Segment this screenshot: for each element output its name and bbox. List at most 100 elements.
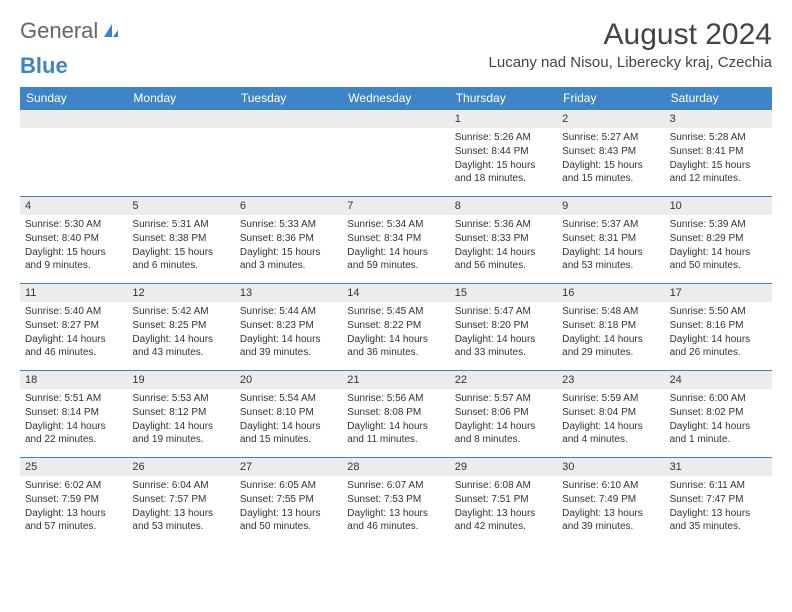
day-body: Sunrise: 6:04 AMSunset: 7:57 PMDaylight:… — [127, 476, 234, 538]
day-number: 7 — [342, 197, 449, 215]
day-number: 17 — [665, 284, 772, 302]
day-body: Sunrise: 5:31 AMSunset: 8:38 PMDaylight:… — [127, 215, 234, 277]
sunrise-text: Sunrise: 5:59 AM — [562, 392, 659, 405]
daylight-text: Daylight: 14 hours and 29 minutes. — [562, 333, 659, 359]
day-body: Sunrise: 6:05 AMSunset: 7:55 PMDaylight:… — [235, 476, 342, 538]
calendar-day: 11Sunrise: 5:40 AMSunset: 8:27 PMDayligh… — [20, 284, 127, 370]
day-body: Sunrise: 5:28 AMSunset: 8:41 PMDaylight:… — [665, 128, 772, 190]
sunset-text: Sunset: 7:59 PM — [25, 493, 122, 506]
sunset-text: Sunset: 7:57 PM — [132, 493, 229, 506]
day-number: 15 — [450, 284, 557, 302]
day-body: Sunrise: 5:26 AMSunset: 8:44 PMDaylight:… — [450, 128, 557, 190]
calendar-day: 27Sunrise: 6:05 AMSunset: 7:55 PMDayligh… — [235, 458, 342, 544]
weekday-header: Friday — [557, 87, 664, 109]
calendar-day — [235, 110, 342, 196]
day-body: Sunrise: 5:50 AMSunset: 8:16 PMDaylight:… — [665, 302, 772, 364]
daylight-text: Daylight: 14 hours and 50 minutes. — [670, 246, 767, 272]
day-number: 29 — [450, 458, 557, 476]
day-body: Sunrise: 6:00 AMSunset: 8:02 PMDaylight:… — [665, 389, 772, 451]
day-number: 31 — [665, 458, 772, 476]
sunrise-text: Sunrise: 5:34 AM — [347, 218, 444, 231]
sunrise-text: Sunrise: 5:30 AM — [25, 218, 122, 231]
logo-text-blue: Blue — [20, 53, 68, 79]
day-body: Sunrise: 5:51 AMSunset: 8:14 PMDaylight:… — [20, 389, 127, 451]
day-body: Sunrise: 5:37 AMSunset: 8:31 PMDaylight:… — [557, 215, 664, 277]
sunrise-text: Sunrise: 5:57 AM — [455, 392, 552, 405]
day-number: 4 — [20, 197, 127, 215]
day-number: 14 — [342, 284, 449, 302]
month-title: August 2024 — [489, 18, 772, 52]
daylight-text: Daylight: 13 hours and 50 minutes. — [240, 507, 337, 533]
day-number — [127, 110, 234, 128]
daylight-text: Daylight: 13 hours and 39 minutes. — [562, 507, 659, 533]
day-body: Sunrise: 6:10 AMSunset: 7:49 PMDaylight:… — [557, 476, 664, 538]
calendar-day: 25Sunrise: 6:02 AMSunset: 7:59 PMDayligh… — [20, 458, 127, 544]
daylight-text: Daylight: 14 hours and 1 minute. — [670, 420, 767, 446]
sunrise-text: Sunrise: 5:47 AM — [455, 305, 552, 318]
day-number: 21 — [342, 371, 449, 389]
daylight-text: Daylight: 13 hours and 53 minutes. — [132, 507, 229, 533]
calendar: SundayMondayTuesdayWednesdayThursdayFrid… — [20, 87, 772, 544]
day-number: 12 — [127, 284, 234, 302]
sunset-text: Sunset: 8:06 PM — [455, 406, 552, 419]
day-body: Sunrise: 6:07 AMSunset: 7:53 PMDaylight:… — [342, 476, 449, 538]
sunset-text: Sunset: 8:04 PM — [562, 406, 659, 419]
sunset-text: Sunset: 8:08 PM — [347, 406, 444, 419]
sunrise-text: Sunrise: 5:54 AM — [240, 392, 337, 405]
sunset-text: Sunset: 8:34 PM — [347, 232, 444, 245]
day-number: 6 — [235, 197, 342, 215]
weekday-header: Saturday — [665, 87, 772, 109]
calendar-day: 6Sunrise: 5:33 AMSunset: 8:36 PMDaylight… — [235, 197, 342, 283]
calendar-day: 9Sunrise: 5:37 AMSunset: 8:31 PMDaylight… — [557, 197, 664, 283]
daylight-text: Daylight: 14 hours and 4 minutes. — [562, 420, 659, 446]
daylight-text: Daylight: 14 hours and 19 minutes. — [132, 420, 229, 446]
day-body: Sunrise: 5:27 AMSunset: 8:43 PMDaylight:… — [557, 128, 664, 190]
sunset-text: Sunset: 7:53 PM — [347, 493, 444, 506]
daylight-text: Daylight: 14 hours and 43 minutes. — [132, 333, 229, 359]
day-number: 28 — [342, 458, 449, 476]
day-body: Sunrise: 5:34 AMSunset: 8:34 PMDaylight:… — [342, 215, 449, 277]
sunset-text: Sunset: 8:29 PM — [670, 232, 767, 245]
logo-sail-icon — [102, 22, 120, 40]
sunrise-text: Sunrise: 5:44 AM — [240, 305, 337, 318]
sunset-text: Sunset: 8:10 PM — [240, 406, 337, 419]
day-body: Sunrise: 5:33 AMSunset: 8:36 PMDaylight:… — [235, 215, 342, 277]
calendar-day: 16Sunrise: 5:48 AMSunset: 8:18 PMDayligh… — [557, 284, 664, 370]
calendar-day: 19 Sunrise: 5:53 AMSunset: 8:12 PMDayligh… — [127, 371, 234, 457]
daylight-text: Daylight: 14 hours and 11 minutes. — [347, 420, 444, 446]
daylight-text: Daylight: 14 hours and 59 minutes. — [347, 246, 444, 272]
day-number: 19 — [127, 371, 234, 389]
weekday-header: Tuesday — [235, 87, 342, 109]
day-number: 25 — [20, 458, 127, 476]
day-number: 3 — [665, 110, 772, 128]
sunset-text: Sunset: 8:20 PM — [455, 319, 552, 332]
sunrise-text: Sunrise: 5:53 AM — [132, 392, 229, 405]
sunrise-text: Sunrise: 5:33 AM — [240, 218, 337, 231]
weekday-header-row: SundayMondayTuesdayWednesdayThursdayFrid… — [20, 87, 772, 109]
calendar-day — [127, 110, 234, 196]
calendar-day: 14Sunrise: 5:45 AMSunset: 8:22 PMDayligh… — [342, 284, 449, 370]
day-body: Sunrise: 6:11 AMSunset: 7:47 PMDaylight:… — [665, 476, 772, 538]
sunrise-text: Sunrise: 5:56 AM — [347, 392, 444, 405]
day-number: 5 — [127, 197, 234, 215]
sunset-text: Sunset: 8:25 PM — [132, 319, 229, 332]
sunrise-text: Sunrise: 5:45 AM — [347, 305, 444, 318]
day-number: 30 — [557, 458, 664, 476]
calendar-week: 18Sunrise: 5:51 AMSunset: 8:14 PMDayligh… — [20, 370, 772, 457]
day-number: 11 — [20, 284, 127, 302]
day-number: 9 — [557, 197, 664, 215]
sunset-text: Sunset: 8:44 PM — [455, 145, 552, 158]
daylight-text: Daylight: 14 hours and 33 minutes. — [455, 333, 552, 359]
sunset-text: Sunset: 8:27 PM — [25, 319, 122, 332]
daylight-text: Daylight: 15 hours and 15 minutes. — [562, 159, 659, 185]
logo: General — [20, 18, 122, 44]
sunset-text: Sunset: 8:43 PM — [562, 145, 659, 158]
day-body: Sunrise: 5:39 AMSunset: 8:29 PMDaylight:… — [665, 215, 772, 277]
day-body: Sunrise: 5:40 AMSunset: 8:27 PMDaylight:… — [20, 302, 127, 364]
sunrise-text: Sunrise: 5:27 AM — [562, 131, 659, 144]
calendar-week: 11Sunrise: 5:40 AMSunset: 8:27 PMDayligh… — [20, 283, 772, 370]
sunrise-text: Sunrise: 6:05 AM — [240, 479, 337, 492]
calendar-day: 30Sunrise: 6:10 AMSunset: 7:49 PMDayligh… — [557, 458, 664, 544]
daylight-text: Daylight: 14 hours and 39 minutes. — [240, 333, 337, 359]
sunset-text: Sunset: 8:12 PM — [132, 406, 229, 419]
